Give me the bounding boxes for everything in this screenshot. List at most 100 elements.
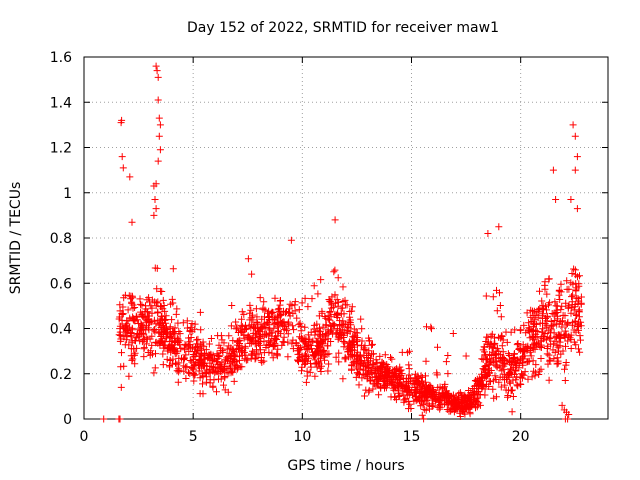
- data-point: [191, 361, 199, 369]
- data-point: [320, 347, 328, 355]
- data-point: [257, 346, 264, 354]
- data-point: [359, 362, 367, 370]
- data-point: [482, 372, 490, 380]
- data-point: [139, 329, 147, 337]
- data-point: [394, 389, 402, 397]
- data-point: [355, 356, 363, 364]
- data-point: [495, 378, 503, 386]
- data-point: [182, 351, 190, 359]
- data-point: [213, 388, 220, 396]
- data-point: [295, 306, 303, 314]
- data-point: [472, 397, 480, 405]
- data-point: [417, 383, 425, 391]
- data-point: [571, 303, 579, 311]
- data-point: [151, 264, 159, 272]
- data-point: [154, 73, 162, 81]
- data-point: [235, 342, 243, 350]
- data-point: [555, 320, 563, 328]
- data-point: [361, 392, 368, 400]
- data-point: [521, 348, 529, 356]
- data-point: [262, 344, 270, 351]
- data-point: [203, 373, 211, 381]
- data-point: [168, 341, 176, 349]
- data-point: [463, 402, 471, 410]
- data-point: [390, 381, 398, 389]
- data-point: [335, 349, 343, 357]
- x-tick-label: 15: [403, 429, 421, 445]
- data-point: [206, 376, 214, 384]
- data-point: [331, 266, 339, 274]
- data-point: [538, 328, 546, 336]
- data-point: [545, 351, 553, 359]
- data-point: [302, 353, 310, 360]
- data-point: [553, 302, 561, 310]
- data-point: [314, 290, 322, 298]
- data-point: [227, 322, 235, 330]
- data-point: [495, 223, 503, 231]
- data-point: [427, 323, 435, 331]
- data-point: [499, 357, 507, 364]
- data-point: [492, 393, 500, 401]
- data-point: [324, 367, 332, 375]
- data-point: [166, 334, 174, 342]
- data-point: [248, 334, 256, 342]
- data-point: [294, 356, 301, 364]
- data-point: [323, 330, 331, 338]
- data-point: [552, 196, 560, 203]
- data-point: [572, 271, 580, 279]
- data-point: [271, 339, 279, 347]
- data-point: [372, 366, 379, 374]
- data-point: [326, 308, 334, 315]
- data-point: [191, 320, 199, 328]
- data-point: [388, 355, 396, 363]
- data-point: [238, 329, 246, 336]
- data-point: [362, 386, 370, 394]
- data-point: [441, 389, 449, 397]
- data-point: [302, 378, 310, 386]
- data-point: [373, 376, 381, 384]
- data-point: [547, 325, 555, 333]
- data-point: [517, 345, 525, 353]
- data-point: [571, 166, 579, 174]
- data-point: [332, 353, 340, 361]
- data-point: [137, 300, 144, 308]
- data-point: [403, 381, 411, 389]
- data-point: [161, 316, 169, 323]
- data-point: [232, 325, 240, 333]
- data-point: [471, 401, 479, 409]
- data-point: [370, 380, 378, 388]
- data-point: [434, 343, 441, 351]
- data-point: [269, 343, 277, 351]
- data-point: [561, 415, 569, 423]
- data-point: [270, 324, 278, 332]
- data-point: [318, 307, 326, 315]
- data-point: [482, 351, 490, 359]
- data-point: [127, 330, 135, 337]
- data-point: [145, 312, 153, 320]
- data-point: [266, 313, 274, 320]
- data-point: [529, 340, 537, 348]
- data-point: [508, 386, 515, 394]
- data-point: [559, 311, 567, 319]
- data-point: [190, 371, 198, 379]
- data-point: [159, 350, 167, 358]
- data-point: [260, 298, 268, 306]
- data-point: [328, 293, 336, 301]
- data-point: [331, 291, 339, 299]
- data-point: [171, 324, 179, 332]
- data-point: [118, 153, 126, 161]
- data-point: [555, 286, 563, 294]
- data-point: [506, 357, 514, 365]
- data-point: [562, 321, 570, 329]
- data-point: [346, 308, 354, 315]
- data-point: [537, 341, 545, 349]
- data-point: [564, 304, 572, 312]
- data-point: [549, 346, 557, 354]
- data-point: [249, 311, 256, 319]
- data-point: [168, 316, 176, 324]
- data-point: [420, 415, 428, 423]
- data-point: [550, 355, 558, 363]
- data-point: [361, 345, 369, 353]
- data-point: [229, 368, 237, 376]
- data-point: [568, 293, 575, 301]
